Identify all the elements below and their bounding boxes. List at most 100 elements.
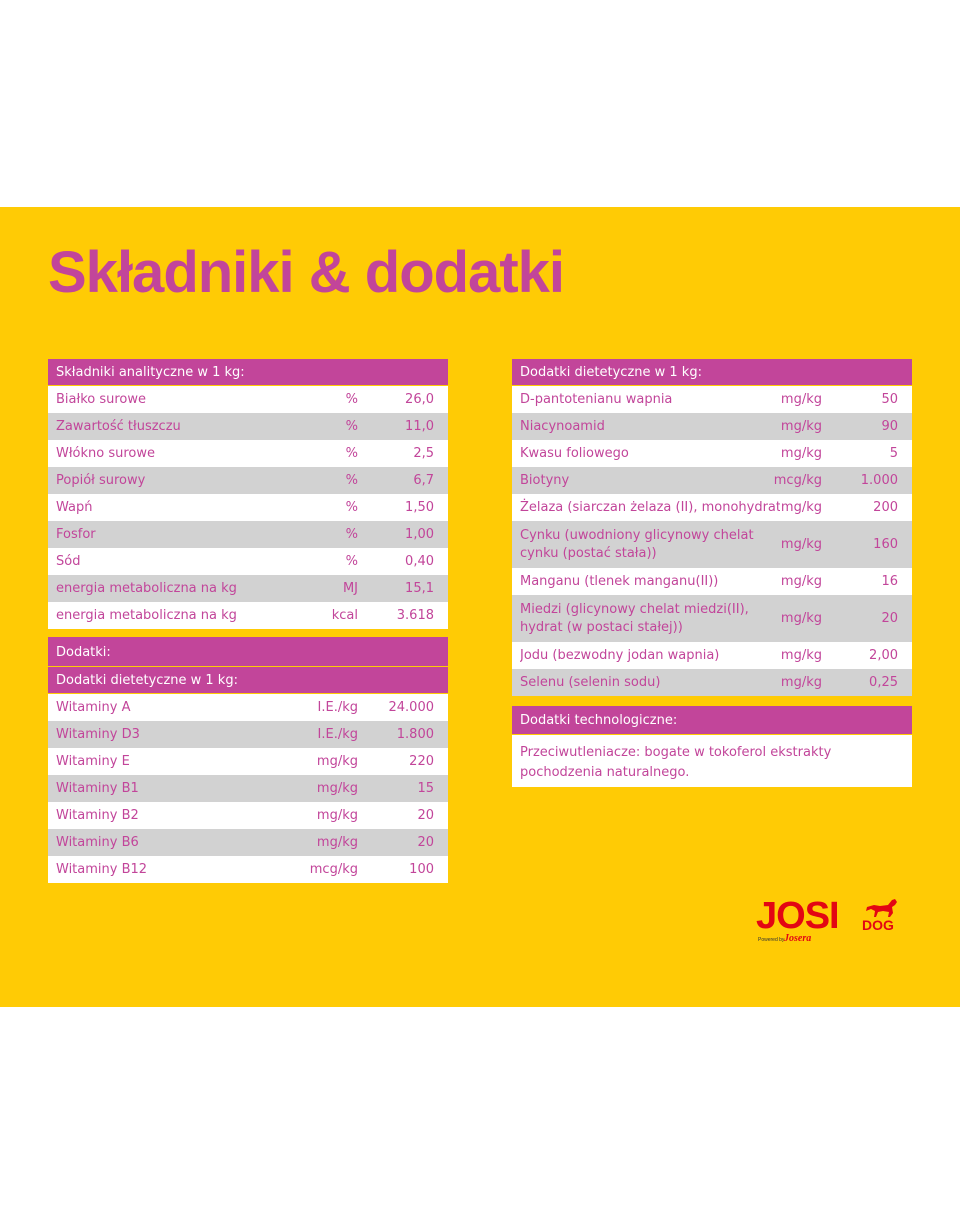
row-unit: mg/kg bbox=[780, 419, 822, 434]
table-row: Selenu (selenin sodu) mg/kg 0,25 bbox=[512, 669, 912, 696]
row-value: 20 bbox=[417, 835, 434, 850]
row-name: Witaminy A bbox=[56, 700, 131, 715]
table-row: Białko surowe% 26,0 bbox=[48, 386, 448, 413]
row-value: 16 bbox=[881, 574, 898, 589]
row-value: 24.000 bbox=[388, 700, 435, 715]
table-row: Witaminy B12 mcg/kg 100 bbox=[48, 856, 448, 883]
row-unit: kcal bbox=[331, 608, 358, 623]
row-unit: mg/kg bbox=[780, 574, 822, 589]
table-row: Żelaza (siarczan żelaza (II), monohydrat… bbox=[512, 494, 912, 521]
row-unit: mcg/kg bbox=[773, 473, 822, 488]
row-value: 1.000 bbox=[860, 473, 898, 488]
table-row: Sód% 0,40 bbox=[48, 548, 448, 575]
row-name: Włókno surowe bbox=[56, 446, 156, 461]
row-value: 2,5 bbox=[413, 446, 434, 461]
table-row: energia metaboliczna na kg kcal 3.618 bbox=[48, 602, 448, 629]
table-row: D-pantotenianu wapnia mg/kg 50 bbox=[512, 386, 912, 413]
table-row: Manganu (tlenek manganu(II)) mg/kg 16 bbox=[512, 568, 912, 595]
row-unit: mg/kg bbox=[780, 537, 822, 552]
row-value: 100 bbox=[409, 862, 434, 877]
row-unit: mg/kg bbox=[780, 500, 822, 515]
analytical-rows: Białko surowe% 26,0 Zawartość tłuszczu% 11,… bbox=[48, 386, 448, 629]
additives-header: Dodatki: bbox=[48, 637, 448, 667]
row-value: 160 bbox=[873, 537, 898, 552]
row-unit: % bbox=[345, 419, 358, 434]
logo-suffix: DOG bbox=[862, 917, 894, 933]
row-name: Popiół surowy bbox=[56, 473, 146, 488]
row-name: Żelaza (siarczan żelaza (II), monohydrat… bbox=[520, 500, 780, 515]
logo-powered: Powered by bbox=[758, 937, 785, 943]
row-name: Jodu (bezwodny jodan wapnia) bbox=[520, 648, 720, 663]
row-name: Biotyny bbox=[520, 473, 570, 488]
table-row: Miedzi (glicynowy chelat miedzi(II), hyd… bbox=[512, 595, 912, 642]
row-unit: % bbox=[345, 554, 358, 569]
table-row: Witaminy D3 I.E./kg 1.800 bbox=[48, 721, 448, 748]
technological-header: Dodatki technologiczne: bbox=[512, 706, 912, 735]
row-value: 0,40 bbox=[405, 554, 434, 569]
table-row: Zawartość tłuszczu% 11,0 bbox=[48, 413, 448, 440]
row-value: 1,50 bbox=[405, 500, 434, 515]
table-row: Kwasu foliowego mg/kg 5 bbox=[512, 440, 912, 467]
dietary-header: Dodatki dietetyczne w 1 kg: bbox=[512, 359, 912, 386]
table-row: Witaminy B2 mg/kg 20 bbox=[48, 802, 448, 829]
row-value: 5 bbox=[889, 446, 898, 461]
row-name: Cynku (uwodniony glicynowy chelat cynku … bbox=[520, 528, 754, 561]
row-value: 15 bbox=[417, 781, 434, 796]
row-unit: mg/kg bbox=[780, 648, 822, 663]
row-unit: % bbox=[345, 392, 358, 407]
row-name: Zawartość tłuszczu bbox=[56, 419, 181, 434]
table-row: Cynku (uwodniony glicynowy chelat cynku … bbox=[512, 521, 912, 568]
row-unit: mg/kg bbox=[316, 754, 358, 769]
row-name: Fosfor bbox=[56, 527, 96, 542]
table-row: Witaminy B1 mg/kg 15 bbox=[48, 775, 448, 802]
additives-table: Dodatki: Dodatki dietetyczne w 1 kg: Wit… bbox=[48, 637, 448, 883]
dietary-table: Dodatki dietetyczne w 1 kg: D-pantotenia… bbox=[512, 359, 912, 696]
table-row: Witaminy B6 mg/kg 20 bbox=[48, 829, 448, 856]
row-unit: mg/kg bbox=[316, 781, 358, 796]
row-name: D-pantotenianu wapnia bbox=[520, 392, 673, 407]
technological-text: Przeciwutleniacze: bogate w tokoferol ek… bbox=[512, 735, 912, 787]
dog-icon bbox=[866, 899, 897, 917]
logo-maker: Josera bbox=[784, 933, 812, 944]
row-name: Niacynoamid bbox=[520, 419, 605, 434]
row-value: 2,00 bbox=[869, 648, 898, 663]
row-unit: mcg/kg bbox=[309, 862, 358, 877]
row-name: energia metaboliczna na kg bbox=[56, 608, 237, 623]
row-name: Manganu (tlenek manganu(II)) bbox=[520, 574, 719, 589]
row-value: 220 bbox=[409, 754, 434, 769]
row-name: Witaminy B1 bbox=[56, 781, 139, 796]
row-value: 1.800 bbox=[396, 727, 434, 742]
row-name: Witaminy B6 bbox=[56, 835, 139, 850]
row-unit: mg/kg bbox=[780, 675, 822, 690]
table-row: Włókno surowe% 2,5 bbox=[48, 440, 448, 467]
row-value: 15,1 bbox=[405, 581, 434, 596]
table-row: Witaminy E mg/kg 220 bbox=[48, 748, 448, 775]
row-name: Kwasu foliowego bbox=[520, 446, 629, 461]
table-row: Popiół surowy% 6,7 bbox=[48, 467, 448, 494]
row-unit: I.E./kg bbox=[317, 727, 358, 742]
table-row: Witaminy A I.E./kg 24.000 bbox=[48, 694, 448, 721]
row-value: 3.618 bbox=[396, 608, 434, 623]
row-value: 26,0 bbox=[405, 392, 434, 407]
row-name: Selenu (selenin sodu) bbox=[520, 675, 661, 690]
analytical-table: Składniki analityczne w 1 kg: Białko sur… bbox=[48, 359, 448, 629]
row-unit: mg/kg bbox=[316, 808, 358, 823]
row-name: energia metaboliczna na kg bbox=[56, 581, 237, 596]
row-value: 6,7 bbox=[413, 473, 434, 488]
row-name: Wapń bbox=[56, 500, 93, 515]
table-row: Fosfor% 1,00 bbox=[48, 521, 448, 548]
technological-table: Dodatki technologiczne: Przeciwutleniacz… bbox=[512, 706, 912, 787]
page-title: Składniki & dodatki bbox=[48, 240, 565, 305]
additives-subheader: Dodatki dietetyczne w 1 kg: bbox=[48, 667, 448, 694]
row-unit: % bbox=[345, 500, 358, 515]
row-value: 0,25 bbox=[869, 675, 898, 690]
row-name: Miedzi (glicynowy chelat miedzi(II), hyd… bbox=[520, 602, 749, 635]
row-unit: % bbox=[345, 446, 358, 461]
table-row: Biotyny mcg/kg 1.000 bbox=[512, 467, 912, 494]
row-name: Witaminy B2 bbox=[56, 808, 139, 823]
row-value: 50 bbox=[881, 392, 898, 407]
row-unit: mg/kg bbox=[780, 611, 822, 626]
row-name: Witaminy E bbox=[56, 754, 130, 769]
logo-brand: JOSI bbox=[756, 895, 840, 937]
row-unit: I.E./kg bbox=[317, 700, 358, 715]
